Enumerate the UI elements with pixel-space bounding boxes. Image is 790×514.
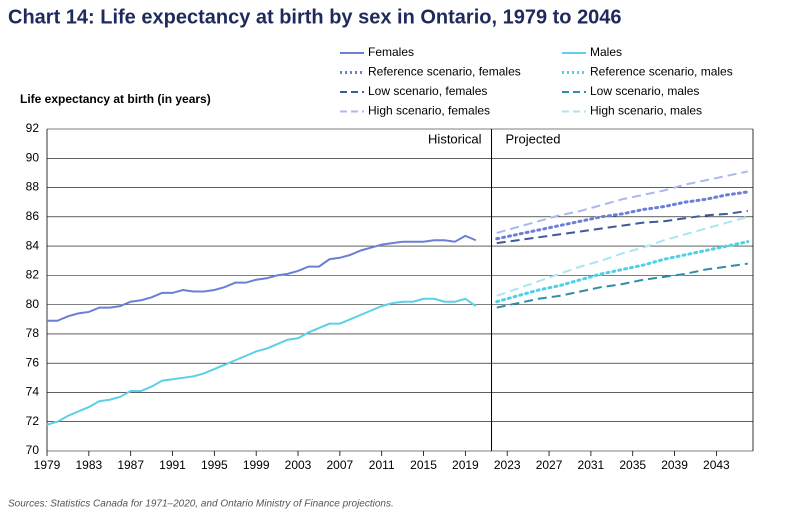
chart-title: Chart 14: Life expectancy at birth by se… bbox=[8, 6, 622, 28]
series-line bbox=[46, 297, 477, 426]
series-line bbox=[496, 209, 748, 245]
y-tick-label: 72 bbox=[26, 414, 40, 428]
legend-label: High scenario, males bbox=[590, 104, 702, 118]
x-tick-label: 2027 bbox=[536, 458, 563, 472]
source-note: Sources: Statistics Canada for 1971–2020… bbox=[8, 499, 394, 510]
legend-label: Reference scenario, females bbox=[368, 65, 521, 79]
x-tick-label: 2035 bbox=[619, 458, 646, 472]
x-tick-label: 2003 bbox=[285, 458, 312, 472]
y-tick-label: 80 bbox=[26, 297, 40, 311]
y-tick-label: 84 bbox=[26, 238, 40, 252]
series-line bbox=[496, 170, 748, 234]
y-axis-label: Life expectancy at birth (in years) bbox=[20, 92, 211, 106]
legend-label: Males bbox=[590, 45, 622, 59]
x-tick-label: 1995 bbox=[201, 458, 228, 472]
x-tick-label: 2015 bbox=[410, 458, 437, 472]
y-tick-label: 76 bbox=[26, 355, 40, 369]
y-tick-label: 70 bbox=[26, 443, 40, 457]
series-line bbox=[495, 190, 750, 241]
annotation: Historical bbox=[428, 131, 482, 146]
y-tick-label: 92 bbox=[26, 121, 40, 135]
y-tick-label: 90 bbox=[26, 150, 40, 164]
x-tick-label: 2043 bbox=[703, 458, 730, 472]
x-tick-label: 1999 bbox=[243, 458, 270, 472]
y-tick-label: 74 bbox=[26, 385, 40, 399]
y-tick-label: 88 bbox=[26, 180, 40, 194]
y-tick-label: 78 bbox=[26, 326, 40, 340]
y-tick-label: 86 bbox=[26, 209, 40, 223]
x-tick-label: 1991 bbox=[159, 458, 186, 472]
x-tick-label: 2031 bbox=[578, 458, 605, 472]
series-line bbox=[47, 234, 477, 322]
series-line bbox=[496, 215, 749, 297]
x-tick-label: 2023 bbox=[494, 458, 521, 472]
legend-label: Reference scenario, males bbox=[590, 65, 733, 79]
series-line bbox=[496, 262, 748, 309]
x-tick-label: 1983 bbox=[75, 458, 102, 472]
x-tick-label: 2011 bbox=[369, 458, 395, 472]
legend-label: Low scenario, females bbox=[368, 84, 487, 98]
x-tick-label: 2039 bbox=[661, 458, 688, 472]
x-tick-label: 2019 bbox=[452, 458, 479, 472]
annotation: Projected bbox=[506, 131, 561, 146]
legend-label: High scenario, females bbox=[368, 104, 490, 118]
legend-label: Females bbox=[368, 45, 414, 59]
legend-label: Low scenario, males bbox=[590, 84, 699, 98]
x-tick-label: 1979 bbox=[34, 458, 61, 472]
x-tick-label: 2007 bbox=[327, 458, 354, 472]
x-tick-label: 1987 bbox=[117, 458, 144, 472]
y-tick-label: 82 bbox=[26, 268, 40, 282]
series-line bbox=[495, 240, 750, 304]
